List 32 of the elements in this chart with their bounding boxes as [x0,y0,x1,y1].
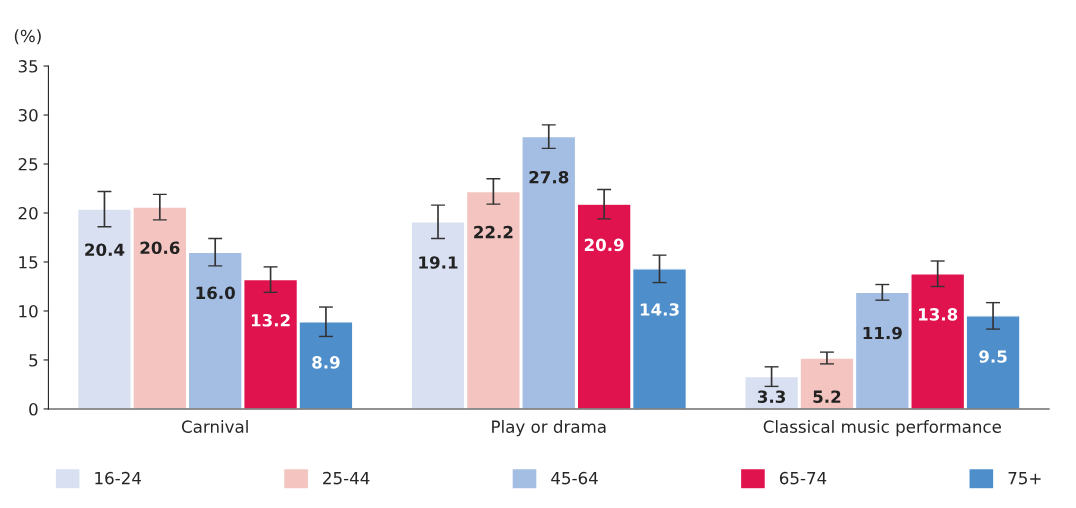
data-label: 22.2 [474,225,513,239]
y-tick-label: 25 [18,157,38,171]
y-tick-label: 15 [19,256,38,269]
y-tick-label: 20 [18,206,38,220]
y-tick-label: 30 [18,108,38,122]
data-label: 13.8 [919,308,958,321]
data-label: 14.3 [640,303,679,316]
legend-label: 25-44 [323,471,370,485]
legend-label: 45-64 [551,471,598,485]
data-label: 20.9 [584,238,624,252]
y-axis-title: (%) [14,29,41,45]
data-label: 8.9 [312,356,340,369]
data-label: 27.8 [529,170,569,184]
data-label: 20.6 [140,241,180,255]
legend-label: 16-24 [95,471,141,485]
data-label: 5.2 [813,390,841,403]
y-tick-label: 5 [29,354,38,367]
data-label: 19.1 [419,256,458,269]
x-tick-label: Carnival [181,420,248,433]
data-label: 3.3 [757,390,786,403]
data-label: 9.5 [979,350,1007,363]
legend-label: 65-74 [779,471,827,485]
data-label: 13.2 [251,313,290,327]
x-tick-label: Play or drama [492,420,606,437]
y-tick-label: 35 [18,60,38,73]
data-label: 20.4 [85,243,125,257]
y-tick-label: 0 [29,402,38,416]
data-label: 11.9 [863,326,902,340]
x-tick-label: Classical music performance [763,420,1001,437]
y-tick-label: 10 [19,304,38,318]
legend-label: 75+ [1008,472,1041,485]
data-label: 16.0 [196,286,235,300]
